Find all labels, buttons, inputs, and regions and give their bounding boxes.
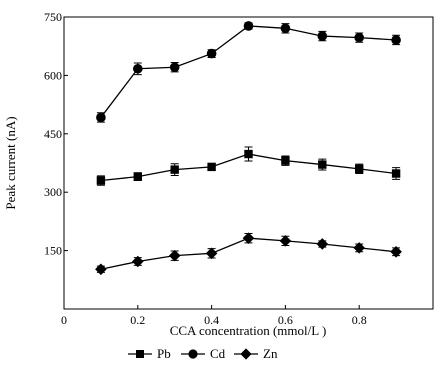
y-tick-label: 600 bbox=[44, 68, 62, 82]
x-tick-label: 0.6 bbox=[278, 313, 293, 327]
data-point bbox=[391, 35, 401, 45]
data-point bbox=[207, 162, 216, 172]
data-point bbox=[206, 48, 217, 59]
x-tick-label: 0 bbox=[61, 313, 67, 327]
legend-marker bbox=[136, 350, 144, 358]
data-point bbox=[353, 242, 365, 254]
data-point bbox=[390, 245, 402, 258]
x-tick-label: 0.8 bbox=[352, 313, 367, 327]
y-tick-label: 450 bbox=[44, 127, 62, 141]
series-pb bbox=[96, 146, 401, 186]
data-point bbox=[281, 156, 290, 165]
y-tick-label: 150 bbox=[44, 244, 62, 258]
data-point bbox=[205, 247, 218, 260]
data-point bbox=[354, 32, 365, 43]
data-point bbox=[96, 176, 106, 185]
data-point bbox=[243, 21, 254, 31]
data-point bbox=[132, 255, 144, 268]
x-tick-label: 0.4 bbox=[204, 313, 219, 327]
data-point bbox=[391, 169, 401, 178]
plot-area bbox=[63, 16, 434, 310]
data-point bbox=[133, 172, 142, 181]
legend-label: Pb bbox=[157, 346, 171, 361]
legend-label: Cd bbox=[210, 346, 226, 361]
data-point bbox=[279, 235, 292, 247]
legend-marker bbox=[188, 349, 198, 359]
series-zn bbox=[95, 232, 402, 276]
data-point bbox=[95, 263, 107, 276]
legend: Pb Cd Zn bbox=[128, 346, 278, 361]
y-axis-title: Peak current (nA) bbox=[3, 116, 18, 209]
legend-item-cd: Cd bbox=[181, 346, 226, 361]
plot-frame bbox=[63, 16, 434, 310]
series-layer bbox=[95, 21, 402, 276]
y-axis: 150 300 450 600 750 bbox=[44, 10, 68, 258]
legend-item-pb: Pb bbox=[128, 346, 171, 361]
data-point bbox=[244, 149, 253, 159]
series-line bbox=[100, 25, 397, 118]
data-point bbox=[133, 63, 143, 74]
legend-label: Zn bbox=[263, 346, 278, 361]
data-point bbox=[96, 112, 106, 123]
data-point bbox=[317, 31, 328, 41]
y-tick-label: 750 bbox=[44, 10, 62, 24]
data-point bbox=[170, 165, 179, 174]
legend-item-zn: Zn bbox=[234, 346, 278, 361]
y-tick-label: 300 bbox=[44, 185, 62, 199]
data-point bbox=[316, 238, 329, 250]
data-point bbox=[169, 62, 180, 73]
series-cd bbox=[96, 21, 401, 123]
data-point bbox=[242, 232, 255, 244]
data-point bbox=[168, 249, 181, 262]
data-point bbox=[318, 160, 327, 169]
x-axis-title: CCA concentration (mmol/L ) bbox=[170, 323, 327, 338]
x-tick-label: 0.2 bbox=[130, 313, 145, 327]
x-axis: 0 0.2 0.4 0.6 0.8 bbox=[61, 305, 367, 327]
data-point bbox=[355, 164, 364, 174]
legend-marker bbox=[240, 348, 252, 360]
data-point bbox=[280, 23, 291, 34]
